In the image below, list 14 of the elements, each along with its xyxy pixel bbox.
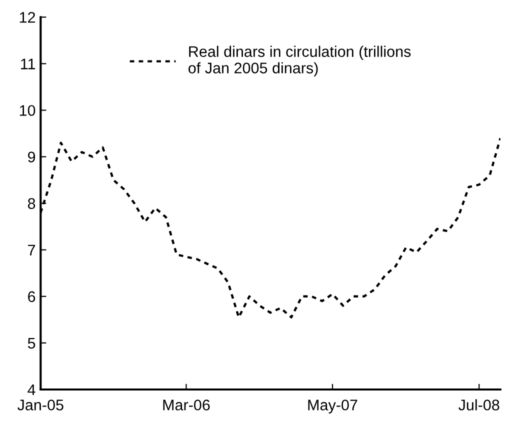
legend-label: Real dinars in circulation (trillions of Jan 2005 dinars) (188, 46, 411, 76)
y-tick-label: 4 (28, 384, 36, 396)
x-tick-label: Jan-05 (18, 400, 64, 410)
x-tick-label: May-07 (308, 400, 358, 414)
y-tick-label: 6 (28, 291, 36, 302)
y-tick-label: 9 (28, 152, 36, 162)
y-tick-label: 8 (28, 198, 36, 209)
y-tick-label: 12 (20, 12, 36, 23)
y-tick-label: 11 (21, 58, 36, 70)
y-tick-label: 7 (28, 244, 36, 256)
y-tick-label: 10 (20, 105, 36, 116)
x-tick-label: Jul-08 (458, 399, 500, 410)
x-tick-label: Mar-06 (163, 400, 210, 410)
y-tick-label: 5 (28, 338, 36, 349)
